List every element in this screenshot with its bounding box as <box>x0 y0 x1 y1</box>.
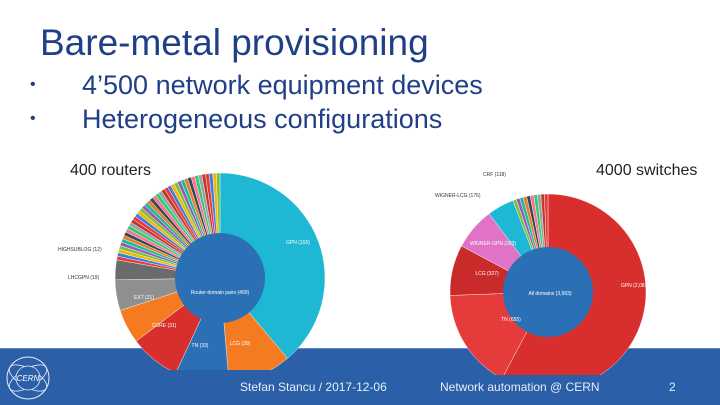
footer-author-date: Stefan Stancu / 2017-12-06 <box>240 380 387 394</box>
slide-title: Bare-metal provisioning <box>40 22 429 63</box>
switches-heading: 4000 switches <box>596 162 698 179</box>
switches-label-tn: TN (655) <box>501 317 521 323</box>
bullet-dot-icon: • <box>30 110 36 127</box>
bullet-dot-icon: • <box>30 76 36 93</box>
routers-label-lcg: LCG (39) <box>230 341 251 347</box>
pie-slice <box>219 172 326 359</box>
switches-label-lcg: LCG (327) <box>475 271 499 277</box>
routers-outside-labels: HIGHSUBLOG (12) LHCGPN (19) <box>58 247 102 281</box>
bullet-item: • Heterogeneous configurations <box>30 104 443 134</box>
switches-center-label: All domains (3,993) <box>528 291 571 297</box>
switches-center-disc <box>503 247 593 337</box>
bullet-item: • 4’500 network equipment devices <box>30 70 483 100</box>
routers-label-lhcgpn: LHCGPN (19) <box>68 275 99 281</box>
routers-center-disc <box>175 233 265 323</box>
switches-label-wigner-lcg: WIGNER-LCG (176) <box>435 193 481 199</box>
svg-text:CERN: CERN <box>17 374 40 383</box>
routers-center-label: Router-domain pairs (400) <box>191 290 250 296</box>
routers-label-tn: TN (33) <box>192 343 209 349</box>
switches-label-gpn: GPN (2,083) <box>621 283 649 289</box>
switches-label-wigner-gpn: WIGNER-GPN (283) <box>470 241 516 247</box>
routers-pie-chart: Router-domain pairs (400) GPN (155) LCG … <box>114 172 326 370</box>
routers-label-core: CORE (31) <box>152 323 177 329</box>
routers-label-highsublog: HIGHSUBLOG (12) <box>58 247 102 253</box>
bullet-list: • 4’500 network equipment devices • Hetero… <box>30 68 483 136</box>
switches-pie-chart: All domains (3,993) GPN (2,083) TN (655)… <box>435 172 649 375</box>
routers-label-ext: EXT (21) <box>134 295 154 301</box>
switches-label-crf: CRF (118) <box>483 172 506 178</box>
routers-heading: 400 routers <box>70 162 151 179</box>
cern-logo-icon: CERN <box>0 350 60 405</box>
page-number: 2 <box>669 380 676 394</box>
footer-topic: Network automation @ CERN <box>440 380 600 394</box>
routers-label-gpn: GPN (155) <box>286 240 310 246</box>
